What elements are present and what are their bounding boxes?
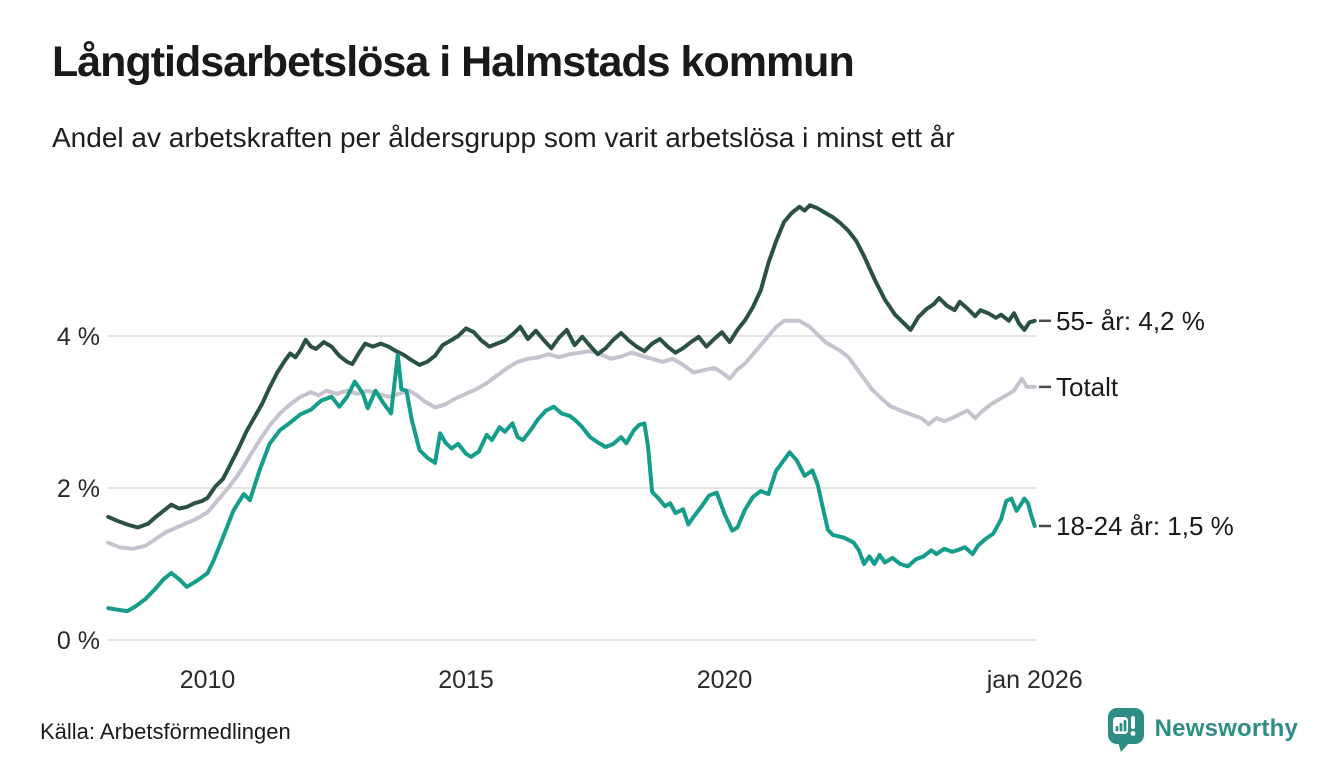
x-axis-tick-label: 2010 — [180, 666, 236, 694]
x-axis-tick-label: 2015 — [438, 666, 494, 694]
newsworthy-logo: Newsworthy — [1106, 706, 1298, 752]
page-title: Långtidsarbetslösa i Halmstads kommun — [52, 38, 855, 86]
x-axis-tick-label: 2020 — [697, 666, 753, 694]
series-line-totalt — [106, 318, 1037, 551]
source-note: Källa: Arbetsförmedlingen — [40, 719, 291, 744]
series-line-55-r — [106, 203, 1037, 530]
y-axis-tick-label: 0 % — [57, 627, 100, 655]
series-line-18-24-r — [106, 353, 1037, 614]
newsworthy-logo-text: Newsworthy — [1154, 715, 1298, 742]
series-end-label: 18-24 år: 1,5 % — [1056, 511, 1234, 541]
y-axis-tick-label: 2 % — [57, 475, 100, 503]
x-axis-tick-label: jan 2026 — [986, 666, 1083, 694]
series-end-label: 55- år: 4,2 % — [1056, 306, 1205, 336]
y-axis-tick-label: 4 % — [57, 323, 100, 351]
newsworthy-badge-icon — [1107, 708, 1144, 752]
series-end-label: Totalt — [1056, 372, 1119, 402]
page-subtitle: Andel av arbetskraften per åldersgrupp s… — [52, 122, 955, 153]
